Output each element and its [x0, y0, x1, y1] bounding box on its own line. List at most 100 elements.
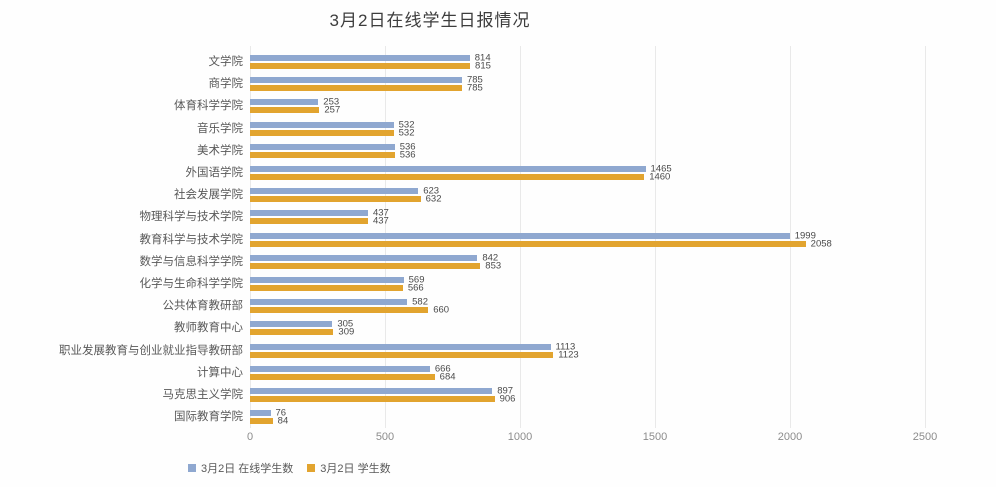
- value-label-total: 853: [485, 260, 502, 272]
- category-label: 数学与信息科学学院: [139, 255, 244, 268]
- value-label-online: 623: [423, 185, 440, 197]
- bar-online: [250, 388, 493, 394]
- value-label-total: 566: [407, 282, 424, 294]
- category-label: 职业发展教育与创业就业指导教研部: [59, 344, 243, 357]
- value-label-total: 660: [433, 304, 450, 316]
- bar-total: [250, 240, 806, 247]
- x-tick-label: 2500: [912, 431, 938, 443]
- value-label-online: 582: [412, 296, 428, 308]
- value-label-total: 684: [439, 371, 456, 383]
- category-label: 计算中心: [197, 366, 243, 379]
- bar-online: [250, 232, 790, 239]
- bar-online: [250, 365, 430, 372]
- bar-total: [250, 351, 554, 358]
- x-tick-label: 1000: [507, 431, 533, 443]
- category-label: 国际教育学院: [174, 411, 243, 424]
- category-label: 音乐学院: [197, 122, 243, 135]
- value-label-online: 253: [323, 96, 340, 108]
- bar-total: [250, 373, 435, 380]
- bar-total: [250, 285, 403, 291]
- category-label: 美术学院: [197, 144, 243, 157]
- bar-total: [250, 262, 481, 269]
- bar-total: [250, 85, 462, 92]
- value-label-total: 309: [338, 326, 355, 338]
- legend-swatch-online-icon: [188, 464, 196, 472]
- value-label-online: 897: [497, 385, 514, 397]
- legend-item-online: 3月2日 在线学生数: [188, 460, 293, 476]
- bar-total: [250, 63, 471, 69]
- x-tick-label: 500: [375, 431, 395, 443]
- value-label-online: 569: [408, 274, 425, 286]
- value-label-online: 536: [399, 141, 416, 153]
- gridline: [790, 46, 791, 428]
- bar-online: [250, 99, 319, 106]
- legend-label-total: 3月2日 学生数: [320, 463, 391, 475]
- x-tick-label: 1500: [642, 431, 668, 443]
- bar-online: [250, 55, 470, 61]
- value-label-total: 437: [372, 215, 389, 227]
- category-label: 文学院: [208, 56, 244, 68]
- legend-label-online: 3月2日 在线学生数: [201, 463, 294, 475]
- bar-total: [250, 196, 421, 203]
- value-label-total: 785: [466, 82, 483, 94]
- value-label-online: 1465: [650, 163, 672, 175]
- chart-title: 3月2日在线学生日报情况: [329, 11, 531, 30]
- value-label-online: 437: [372, 207, 389, 219]
- value-label-total: 2058: [810, 238, 832, 250]
- category-label: 教师教育中心: [174, 322, 243, 335]
- category-label: 商学院: [208, 78, 244, 91]
- bar-total: [250, 151, 395, 158]
- value-label-online: 814: [474, 52, 491, 64]
- value-label-total: 257: [324, 104, 341, 116]
- bar-total: [250, 174, 645, 180]
- x-tick-label: 0: [246, 431, 254, 443]
- bar-online: [250, 343, 551, 350]
- category-label: 物理科学与技术学院: [139, 211, 244, 224]
- bar-total: [250, 307, 429, 314]
- bar-online: [250, 299, 408, 306]
- value-label-total: 815: [475, 60, 491, 72]
- bar-online: [250, 121, 394, 128]
- value-label-online: 305: [337, 318, 354, 330]
- value-label-total: 1123: [558, 349, 579, 361]
- bar-total: [250, 329, 334, 336]
- value-label-total: 532: [398, 127, 415, 139]
- value-label-online: 785: [466, 74, 483, 86]
- value-label-online: 1999: [794, 230, 816, 242]
- bar-online: [250, 143, 395, 150]
- value-label-online: 1113: [555, 341, 576, 353]
- category-label: 教育科学与技术学院: [139, 233, 244, 246]
- legend-swatch-total-icon: [307, 464, 316, 472]
- legend-item-total: 3月2日 学生数: [307, 460, 391, 476]
- value-label-online: 666: [434, 363, 451, 375]
- bar-online: [250, 166, 646, 172]
- value-label-total: 84: [277, 415, 289, 427]
- bar-total: [250, 107, 320, 114]
- category-label: 社会发展学院: [174, 189, 243, 202]
- bar-online: [250, 410, 271, 417]
- category-label: 外国语学院: [185, 167, 244, 179]
- bar-total: [250, 418, 273, 425]
- bar-online: [250, 210, 368, 217]
- bar-total: [250, 396, 495, 402]
- category-label: 公共体育教研部: [162, 300, 244, 313]
- bar-online: [250, 188, 419, 195]
- category-label: 化学与生命科学学院: [139, 278, 244, 290]
- value-label-total: 632: [425, 193, 442, 205]
- value-label-online: 532: [398, 119, 415, 131]
- bar-total: [250, 218, 368, 225]
- category-label: 马克思主义学院: [162, 389, 244, 401]
- value-label-total: 1460: [649, 171, 671, 183]
- gridline: [925, 46, 926, 428]
- bar-total: [250, 129, 394, 136]
- legend: 3月2日 在线学生数 3月2日 学生数: [188, 460, 391, 476]
- x-tick-label: 2000: [777, 431, 803, 443]
- category-label: 体育科学学院: [174, 100, 243, 113]
- value-label-online: 76: [275, 407, 287, 419]
- bar-online: [250, 254, 478, 261]
- value-label-total: 536: [399, 149, 416, 161]
- value-label-total: 906: [499, 393, 516, 405]
- bar-online: [250, 77, 462, 84]
- bar-online: [250, 321, 333, 328]
